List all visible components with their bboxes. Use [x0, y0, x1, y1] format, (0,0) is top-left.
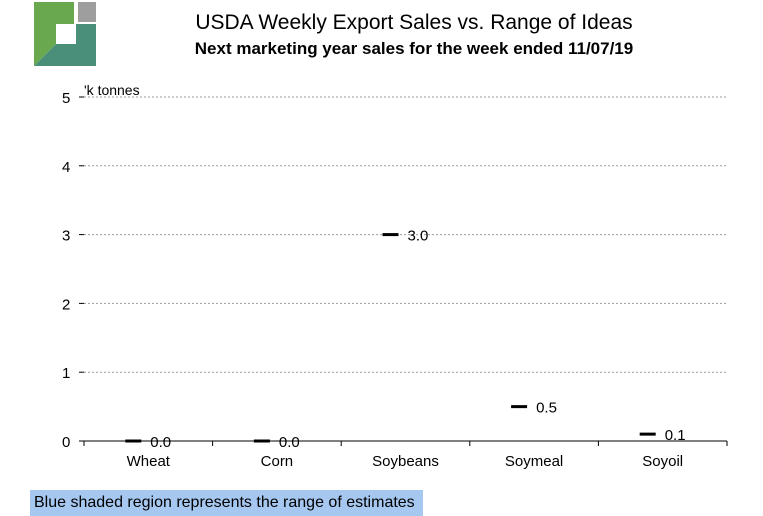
data-label: 0.0 [150, 434, 171, 451]
chart-subtitle: Next marketing year sales for the week e… [195, 39, 633, 58]
x-tick-label: Wheat [127, 453, 171, 470]
x-tick-label: Soymeal [505, 453, 563, 470]
y-axis: 0 1 2 3 4 5 [62, 90, 84, 451]
y-tick-label: 3 [62, 228, 70, 245]
y-tick-label: 1 [62, 365, 70, 382]
x-tick-label: Soybeans [372, 453, 439, 470]
y-tick-label: 4 [62, 159, 70, 176]
data-label: 0.0 [279, 434, 300, 451]
data-marks: 0.0 0.0 3.0 0.5 0.1 [125, 228, 686, 451]
x-axis: Wheat Corn Soybeans Soymeal Soyoil [83, 440, 728, 470]
data-label: 0.5 [536, 400, 557, 417]
y-tick-label: 0 [62, 434, 70, 451]
y-tick-label: 5 [62, 90, 70, 107]
x-tick-label: Corn [261, 453, 294, 470]
y-axis-label: 'k tonnes [84, 82, 140, 98]
x-tick-label: Soyoil [642, 453, 683, 470]
chart-title: USDA Weekly Export Sales vs. Range of Id… [195, 11, 632, 34]
data-label: 0.1 [665, 427, 686, 444]
range-footnote: Blue shaded region represents the range … [30, 490, 423, 516]
y-tick-label: 2 [62, 296, 70, 313]
data-label: 3.0 [408, 228, 429, 245]
grid [84, 96, 727, 373]
company-logo [34, 2, 96, 66]
